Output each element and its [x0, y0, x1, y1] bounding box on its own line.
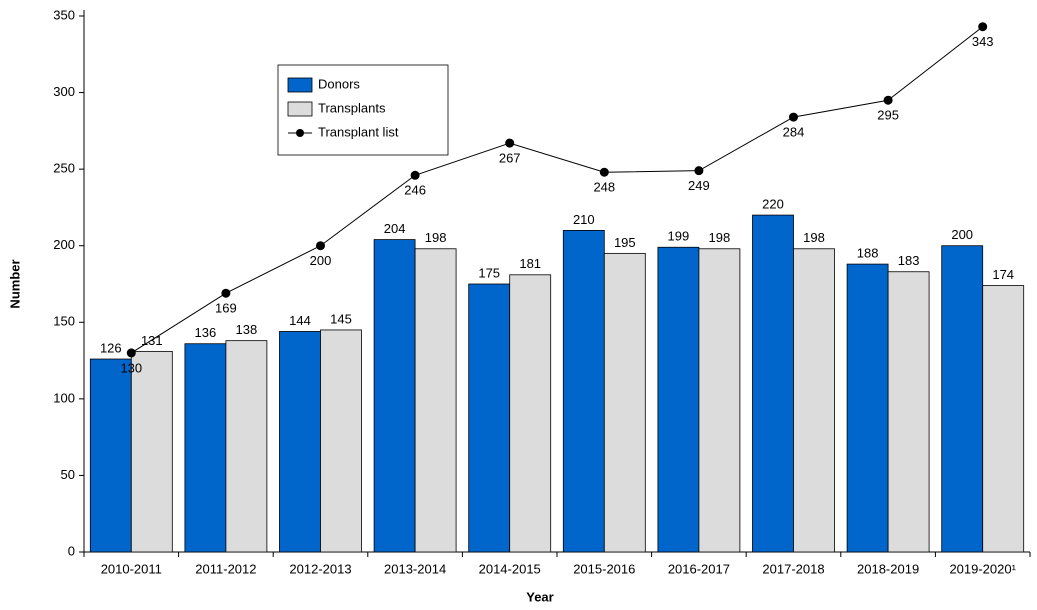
line-marker — [599, 167, 609, 177]
y-tick-label: 300 — [53, 84, 75, 99]
legend-label: Transplants — [318, 100, 386, 115]
x-tick-label: 2019-2020¹ — [949, 561, 1016, 576]
line-value-label: 249 — [688, 178, 710, 193]
y-tick-label: 250 — [53, 161, 75, 176]
line-value-label: 267 — [499, 151, 521, 166]
bar-value-label: 198 — [425, 230, 447, 245]
line-value-label: 248 — [593, 180, 615, 195]
bar — [603, 252, 646, 553]
x-tick-label: 2017-2018 — [762, 561, 824, 576]
bar — [698, 248, 741, 553]
line-marker — [694, 166, 704, 176]
line-marker — [789, 112, 798, 122]
bar — [89, 358, 132, 553]
legend-label: Donors — [318, 76, 360, 91]
y-axis-label: Number — [7, 259, 22, 308]
bar-value-label: 145 — [330, 311, 352, 326]
bar-value-label: 198 — [709, 230, 731, 245]
line-marker — [410, 170, 420, 180]
line-marker — [316, 241, 325, 251]
line-value-label: 200 — [310, 253, 332, 268]
x-tick-label: 2018-2019 — [857, 561, 919, 576]
bar — [130, 350, 173, 553]
bar — [468, 283, 511, 553]
bar — [414, 248, 457, 553]
line-value-label: 343 — [972, 34, 994, 49]
bar — [184, 343, 227, 553]
bar — [793, 248, 835, 553]
legend-swatch — [287, 101, 313, 117]
bar-value-label: 181 — [519, 256, 541, 271]
line-marker — [883, 95, 893, 105]
bar — [887, 271, 930, 553]
x-tick-label: 2016-2017 — [668, 561, 730, 576]
bar-value-label: 183 — [898, 253, 920, 268]
bar-value-label: 175 — [478, 265, 500, 280]
line-value-label: 169 — [215, 301, 237, 316]
line-value-label: 130 — [120, 360, 142, 375]
x-tick-label: 2011-2012 — [195, 561, 256, 576]
x-tick-label: 2014-2015 — [479, 561, 541, 576]
line — [131, 26, 984, 354]
bar — [279, 331, 321, 553]
y-tick-label: 200 — [53, 237, 75, 252]
bar-value-label: 198 — [803, 230, 825, 245]
bar — [941, 245, 984, 553]
legend-marker — [296, 129, 304, 137]
legend-label: Transplant list — [318, 124, 399, 139]
line-value-label: 284 — [783, 125, 805, 140]
bar — [982, 285, 1025, 553]
x-axis-label: Year — [526, 589, 553, 604]
line-value-label: 295 — [877, 108, 899, 123]
bar-value-label: 126 — [100, 340, 122, 355]
y-tick-label: 350 — [53, 7, 75, 22]
bar-value-label: 174 — [992, 267, 1014, 282]
bar — [373, 239, 416, 553]
y-tick-label: 0 — [68, 543, 75, 558]
bar-value-label: 144 — [289, 313, 311, 328]
bar — [752, 214, 794, 553]
y-tick-label: 50 — [61, 467, 75, 482]
bar — [657, 246, 700, 553]
bar-value-label: 210 — [573, 212, 595, 227]
line-marker — [505, 138, 515, 148]
x-tick-label: 2010-2011 — [101, 561, 162, 576]
bar-value-label: 195 — [614, 235, 636, 250]
bar-value-label: 136 — [195, 325, 217, 340]
x-tick-label: 2012-2013 — [289, 561, 351, 576]
line-value-label: 246 — [404, 183, 426, 198]
line-marker — [978, 22, 988, 32]
bar-value-label: 199 — [668, 229, 690, 244]
line-marker — [126, 348, 136, 358]
bar — [320, 329, 362, 553]
bar-value-label: 200 — [951, 227, 973, 242]
bar-value-label: 204 — [384, 221, 406, 236]
y-tick-label: 150 — [53, 314, 75, 329]
line-marker — [221, 288, 231, 298]
bar-value-label: 138 — [236, 322, 258, 337]
y-tick-label: 100 — [53, 390, 75, 405]
legend-swatch — [287, 77, 313, 93]
bar — [509, 274, 552, 553]
bar — [846, 263, 889, 553]
bar-value-label: 188 — [857, 246, 879, 261]
bar — [225, 340, 268, 553]
bar-value-label: 220 — [762, 197, 784, 212]
bar — [562, 229, 605, 553]
x-tick-label: 2015-2016 — [573, 561, 635, 576]
x-tick-label: 2013-2014 — [384, 561, 446, 576]
